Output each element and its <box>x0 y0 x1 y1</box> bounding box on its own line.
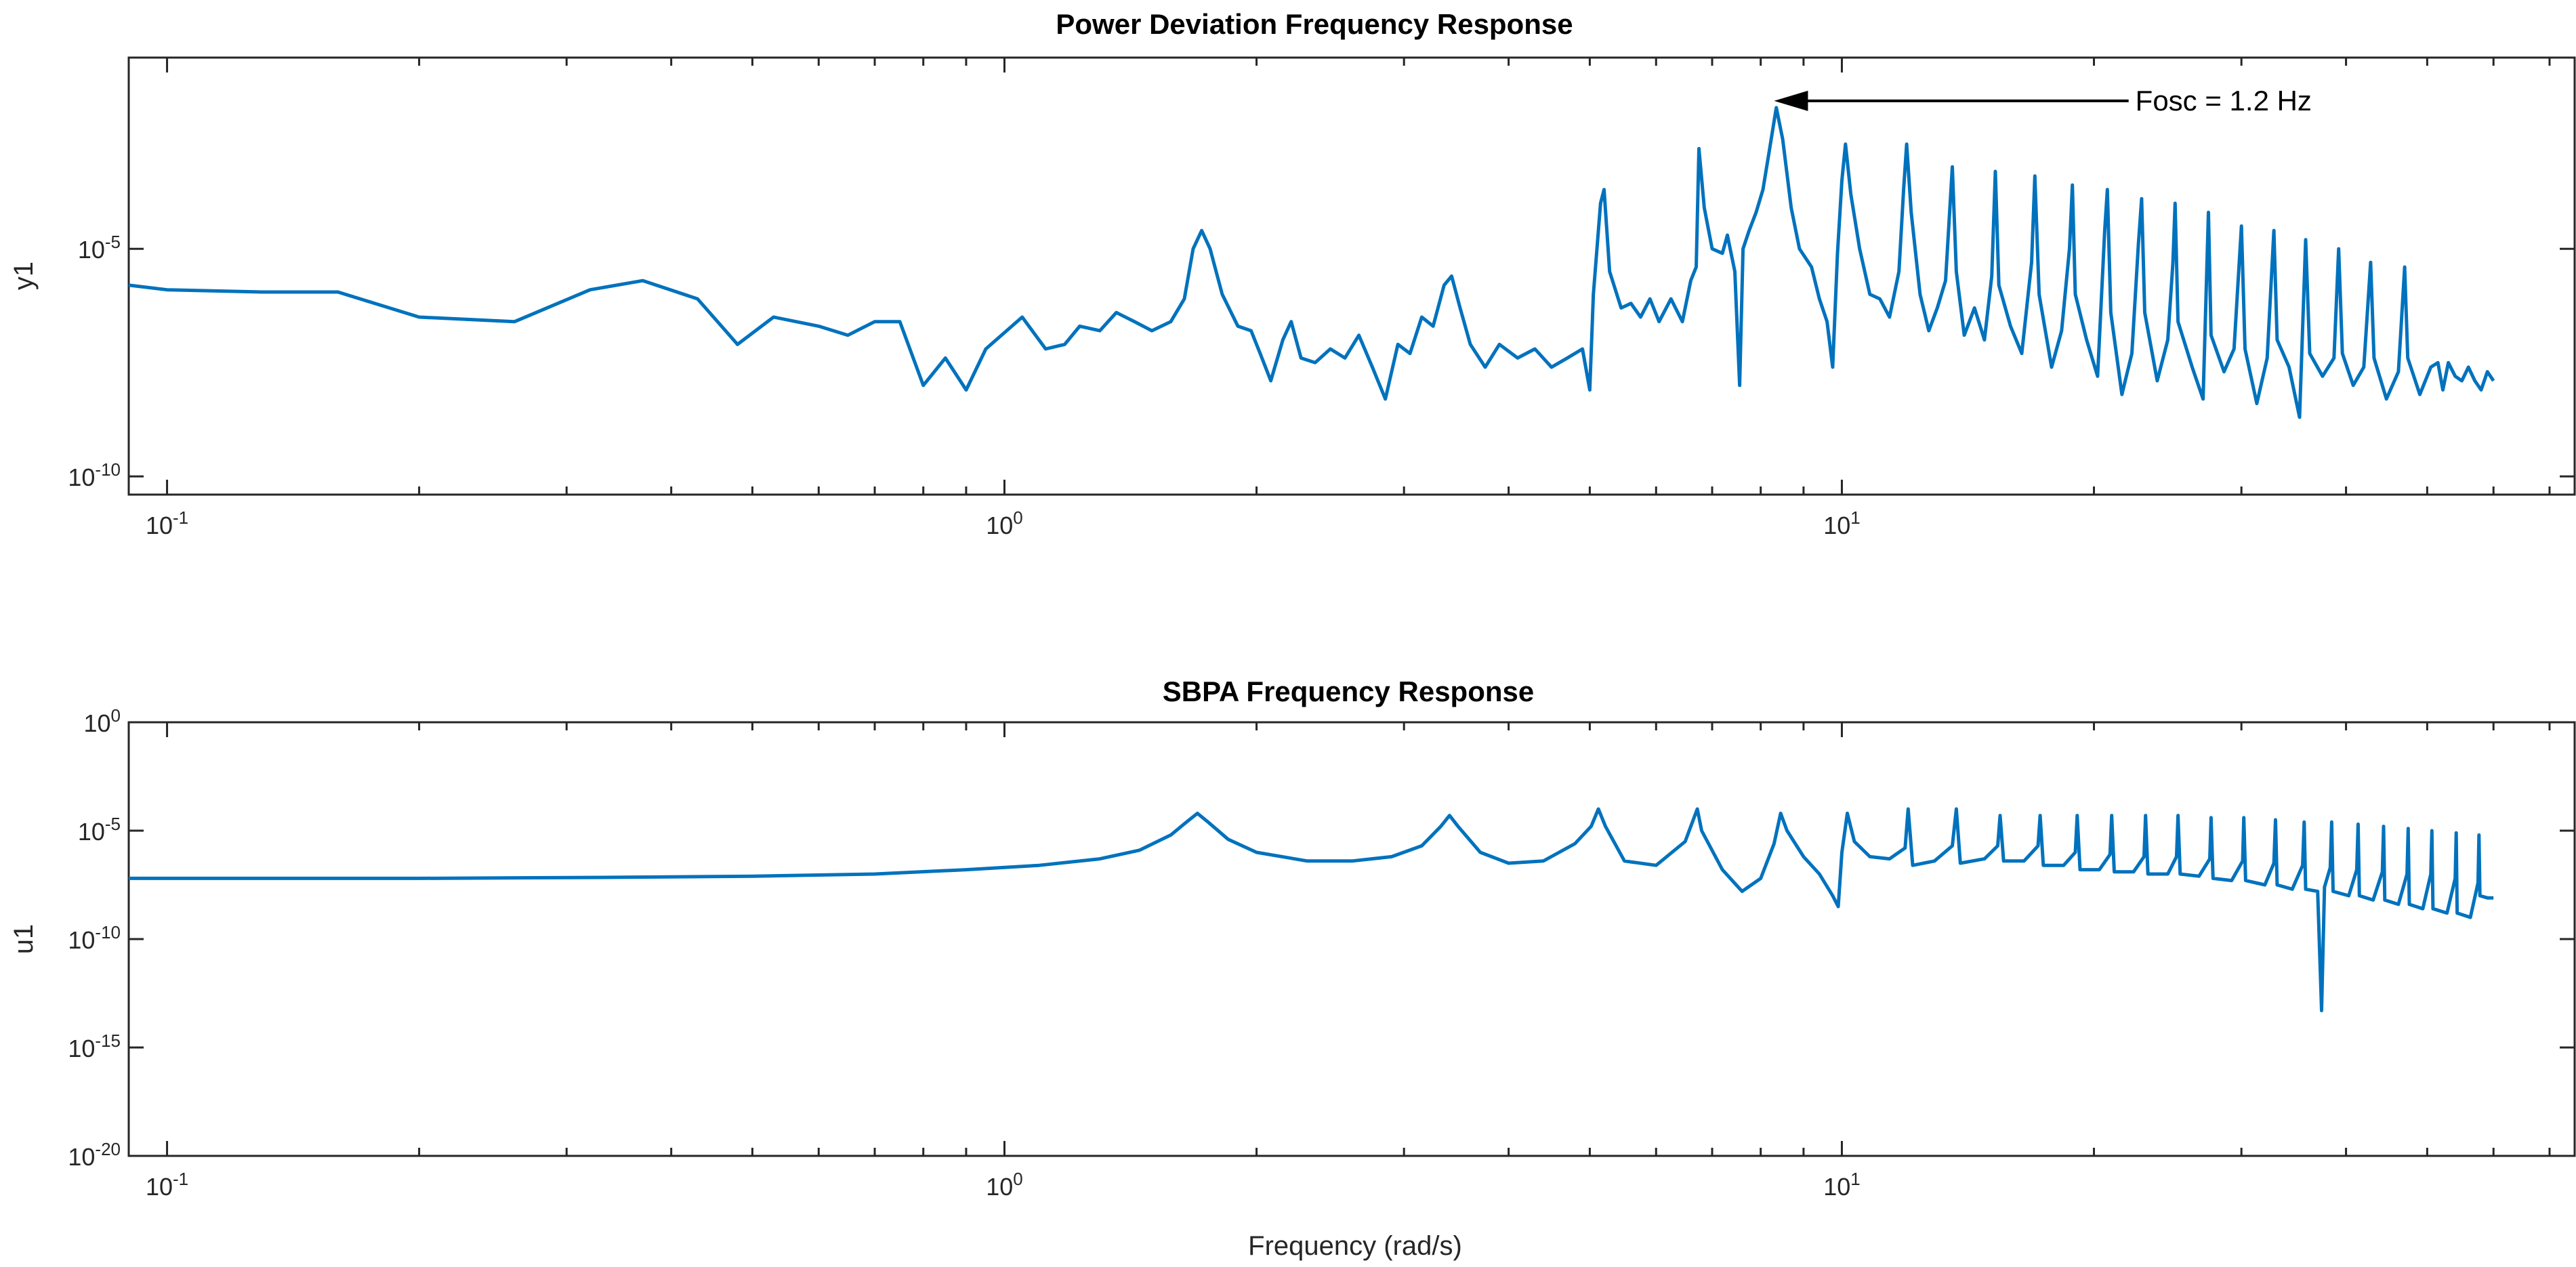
chart-title: Power Deviation Frequency Response <box>1056 8 1573 40</box>
x-tick-label: 10-1 <box>146 1169 188 1201</box>
series-line-u1 <box>129 807 2494 1013</box>
chart-title: SBPA Frequency Response <box>1163 676 1534 707</box>
axes-sbpa: SBPA Frequency Response 10-1 100 10110010-… <box>9 676 2576 1201</box>
y-tick-label: 10-10 <box>68 922 121 954</box>
series-line-y1 <box>128 106 2495 419</box>
annotation-arrowhead <box>1774 90 1808 111</box>
x-tick-label: 101 <box>1823 1169 1861 1201</box>
annotation-text: Fosc = 1.2 Hz <box>2136 85 2312 117</box>
axes-frame <box>127 56 2576 496</box>
x-tick-label: 101 <box>1823 507 1861 539</box>
y-axis-label: u1 <box>9 924 39 955</box>
tick-labels: 10-1 100 101 100 10-5 10-10 10-15 10-20 <box>68 705 1860 1201</box>
y-tick-label: 10-5 <box>78 232 121 264</box>
y-tick-label: 10-5 <box>78 814 121 846</box>
y-tick-label: 100 <box>83 705 121 737</box>
annotation: Fosc = 1.2 Hz <box>1774 85 2312 117</box>
axes-frame <box>127 721 2576 1157</box>
axis-ticks <box>127 58 2575 495</box>
y-axis-label: y1 <box>9 262 39 290</box>
x-tick-label: 100 <box>986 1169 1023 1201</box>
x-tick-label: 100 <box>986 507 1023 539</box>
x-tick-label: 10-1 <box>146 507 188 539</box>
axes-power-deviation: Power Deviation Frequency Response 10-1 1… <box>9 8 2576 539</box>
y-tick-label: 10-15 <box>68 1031 121 1062</box>
tick-labels: 10-1 100 101 10-5 10-10 <box>68 232 1860 539</box>
x-axis-label: Frequency (rad/s) <box>1248 1231 1462 1261</box>
y-tick-label: 10-10 <box>68 459 121 491</box>
y-tick-label: 10-20 <box>68 1139 121 1171</box>
axis-ticks <box>127 721 2575 1157</box>
